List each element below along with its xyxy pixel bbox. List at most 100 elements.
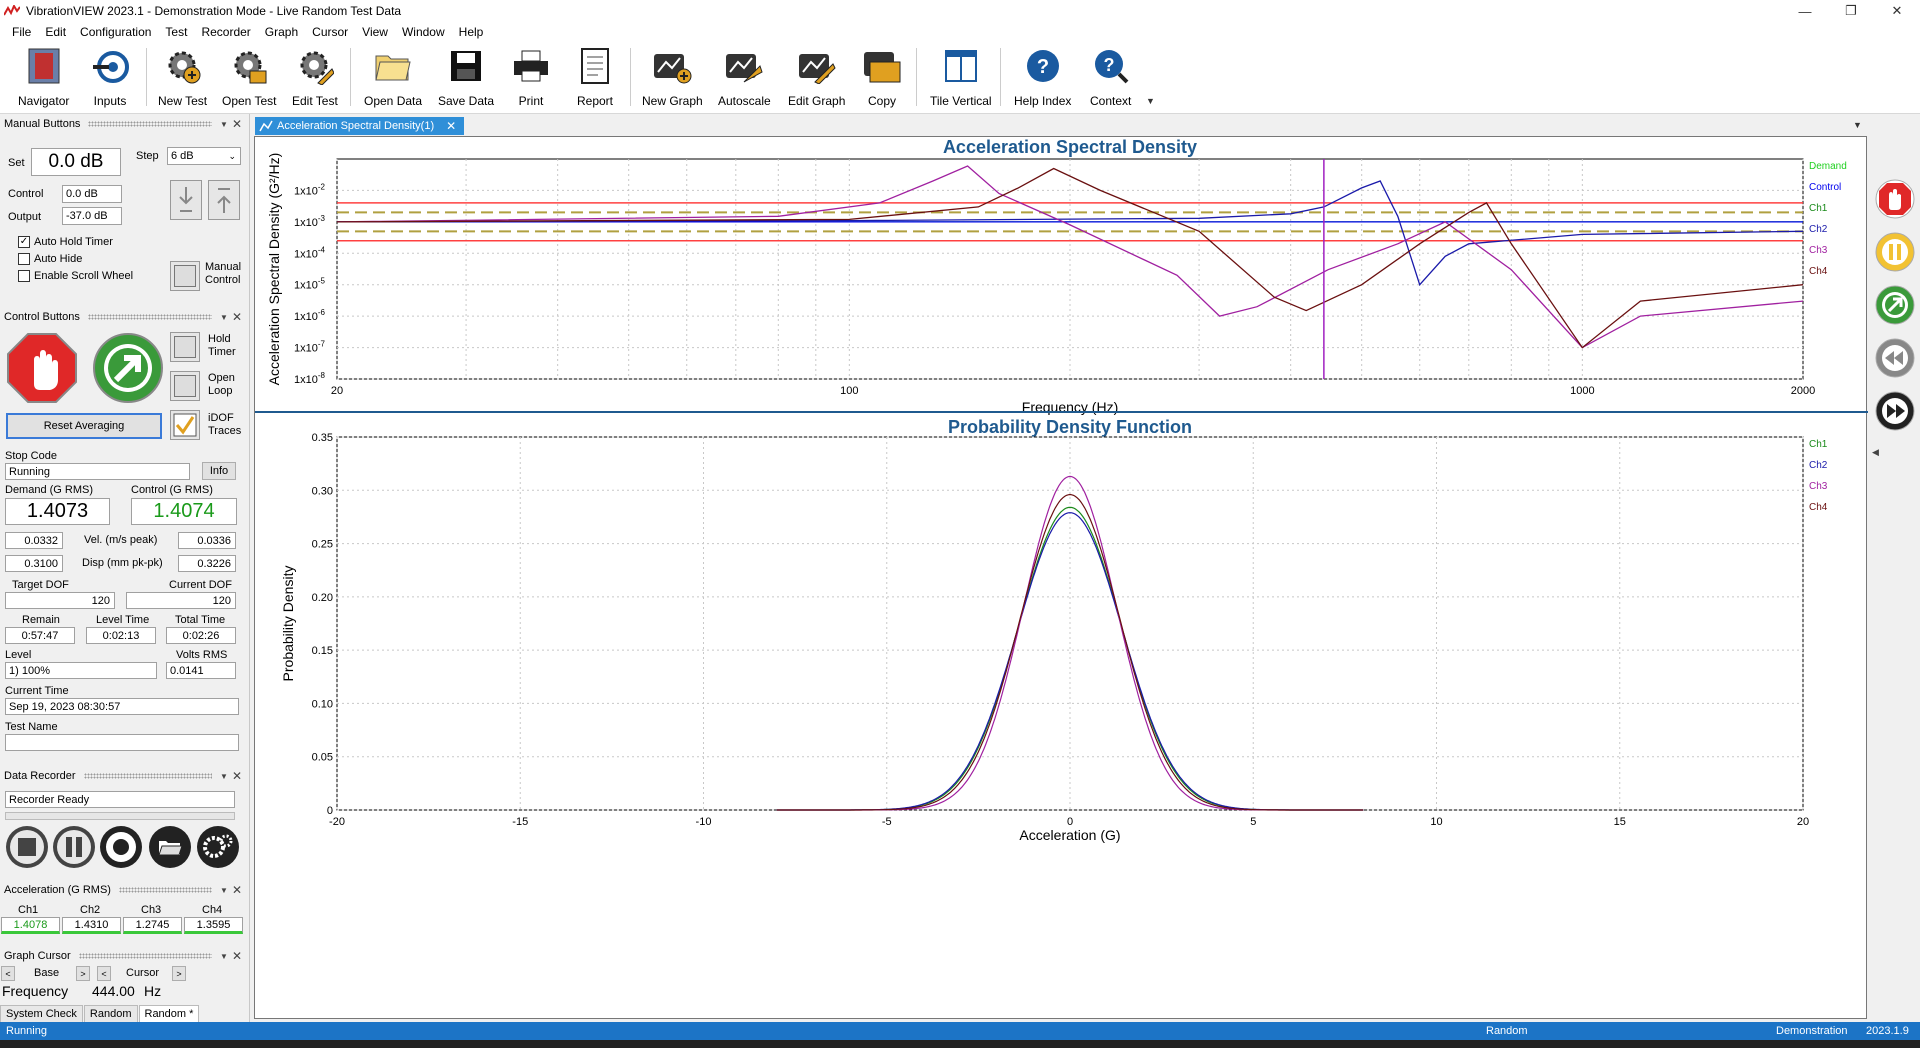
checkmark-icon: ✓ (18, 236, 30, 248)
collapse-arrow-icon[interactable]: ▼ (220, 771, 228, 781)
stop-button[interactable] (6, 332, 78, 407)
doc-tab-label: Acceleration Spectral Density(1) (277, 120, 435, 132)
recorder-stop-button[interactable] (5, 825, 49, 872)
cursor-next-button[interactable]: > (172, 966, 186, 981)
pdf-y-tick-label: 0.20 (312, 592, 333, 604)
hold-timer-label: Hold Timer (208, 333, 236, 358)
hold-timer-toggle[interactable] (170, 332, 200, 362)
recorder-open-button[interactable] (148, 825, 192, 872)
tab-random[interactable]: Random (83, 1005, 138, 1022)
report-button[interactable]: Report (575, 46, 615, 108)
pdf-x-tick-label: 10 (1430, 816, 1442, 828)
title-bar: VibrationVIEW 2023.1 - Demonstration Mod… (0, 0, 1920, 22)
main-area: Acceleration Spectral Density(1) ✕ ▼ Acc… (251, 114, 1920, 1022)
close-icon[interactable]: ✕ (232, 949, 243, 963)
menu-configuration[interactable]: Configuration (80, 25, 152, 39)
base-prev-button[interactable]: < (1, 966, 15, 981)
copy-button[interactable]: Copy (862, 46, 902, 108)
tab-system-check[interactable]: System Check (0, 1005, 83, 1022)
tile-vertical-icon (941, 46, 981, 86)
minimize-button[interactable]: — (1798, 3, 1812, 19)
info-button[interactable]: Info (202, 462, 236, 480)
doc-tab-asd[interactable]: Acceleration Spectral Density(1) ✕ (255, 117, 465, 135)
recorder-pause-button[interactable] (52, 825, 96, 872)
menu-graph[interactable]: Graph (264, 25, 299, 39)
tab-random-modified[interactable]: Random * (138, 1005, 200, 1022)
inputs-button[interactable]: Inputs (90, 46, 130, 108)
status-running: Running (6, 1025, 47, 1037)
stop-test-icon[interactable] (1875, 179, 1915, 219)
toolbar-overflow-icon[interactable]: ▼ (1146, 96, 1155, 106)
pdf-x-tick-label: 20 (1797, 816, 1809, 828)
charts-svg[interactable]: Acceleration Spectral Density 1x10-2 1x10-… (255, 137, 1868, 1020)
menu-test[interactable]: Test (165, 25, 188, 39)
collapse-arrow-icon[interactable]: ▼ (220, 119, 228, 129)
context-help-button[interactable]: ? Context (1090, 46, 1131, 108)
edit-test-button[interactable]: Edit Test (292, 46, 338, 108)
level-up-button[interactable] (208, 180, 240, 220)
new-graph-button[interactable]: New Graph (642, 46, 703, 108)
collapse-arrow-icon[interactable]: ▼ (220, 951, 228, 961)
tab-list-icon[interactable]: ▼ (1853, 120, 1862, 130)
manual-control-toggle[interactable] (170, 261, 200, 291)
tile-vertical-button[interactable]: Tile Vertical (930, 46, 992, 108)
menu-recorder[interactable]: Recorder (201, 25, 251, 39)
menu-help[interactable]: Help (458, 25, 484, 39)
menu-file[interactable]: File (12, 25, 32, 39)
folder-open-icon (373, 46, 413, 86)
open-loop-toggle[interactable] (170, 371, 200, 401)
stop-square-icon (6, 826, 48, 868)
save-icon (446, 46, 486, 86)
close-icon[interactable]: ✕ (446, 119, 457, 133)
recorder-settings-button[interactable] (196, 825, 240, 872)
new-test-button[interactable]: New Test (158, 46, 207, 108)
demand-label: Demand (G RMS) (5, 484, 94, 496)
idof-traces-toggle[interactable] (170, 410, 200, 440)
menu-window[interactable]: Window (401, 25, 445, 39)
step-select[interactable]: 6 dB ⌄ (167, 147, 241, 165)
menu-cursor[interactable]: Cursor (312, 25, 349, 39)
pause-test-icon[interactable] (1875, 232, 1915, 272)
close-window-button[interactable]: ✕ (1891, 3, 1903, 18)
close-icon[interactable]: ✕ (232, 310, 243, 324)
close-icon[interactable]: ✕ (232, 769, 243, 783)
cursor-prev-button[interactable]: < (97, 966, 111, 981)
navigator-button[interactable]: Navigator (18, 46, 69, 108)
help-index-button[interactable]: ? Help Index (1014, 46, 1071, 108)
stop-hand-icon (7, 333, 77, 403)
open-data-button[interactable]: Open Data (364, 46, 422, 108)
restore-button[interactable]: ❐ (1845, 3, 1857, 18)
save-data-button[interactable]: Save Data (438, 46, 494, 108)
edit-graph-button[interactable]: Edit Graph (788, 46, 845, 108)
pdf-x-tick-label: -15 (512, 816, 528, 828)
auto-hide-checkbox[interactable]: Auto Hide (18, 253, 82, 265)
asd-chart-title: Acceleration Spectral Density (943, 137, 1197, 157)
auto-hold-timer-checkbox[interactable]: ✓ Auto Hold Timer (18, 236, 113, 248)
menu-view[interactable]: View (362, 25, 388, 39)
fast-forward-icon[interactable] (1875, 391, 1915, 431)
level-down-button[interactable] (170, 180, 202, 220)
base-next-button[interactable]: > (76, 966, 90, 981)
open-test-button[interactable]: Open Test (222, 46, 276, 108)
recorder-record-button[interactable] (99, 825, 143, 872)
enable-scroll-wheel-checkbox[interactable]: Enable Scroll Wheel (18, 270, 133, 282)
print-button[interactable]: Print (511, 46, 551, 108)
help-icon: ? (1023, 46, 1063, 86)
pdf-legend-ch4: Ch4 (1809, 502, 1828, 513)
level-time-value: 0:02:13 (86, 627, 156, 644)
rewind-icon[interactable] (1875, 338, 1915, 378)
run-button[interactable] (92, 332, 164, 407)
close-icon[interactable]: ✕ (232, 883, 243, 897)
collapse-arrow-icon[interactable]: ▼ (220, 312, 228, 322)
autoscale-button[interactable]: Autoscale (718, 46, 771, 108)
inputs-icon (90, 46, 130, 86)
close-icon[interactable]: ✕ (232, 117, 243, 131)
menu-edit[interactable]: Edit (45, 25, 67, 39)
asd-legend-ch3: Ch3 (1809, 245, 1828, 256)
reset-averaging-button[interactable]: Reset Averaging (6, 413, 162, 439)
taskbar-strip (0, 1040, 1920, 1048)
level-down-icon (179, 187, 193, 212)
collapse-panel-icon[interactable]: ◀ (1872, 447, 1879, 457)
run-test-icon[interactable] (1875, 285, 1915, 325)
collapse-arrow-icon[interactable]: ▼ (220, 885, 228, 895)
